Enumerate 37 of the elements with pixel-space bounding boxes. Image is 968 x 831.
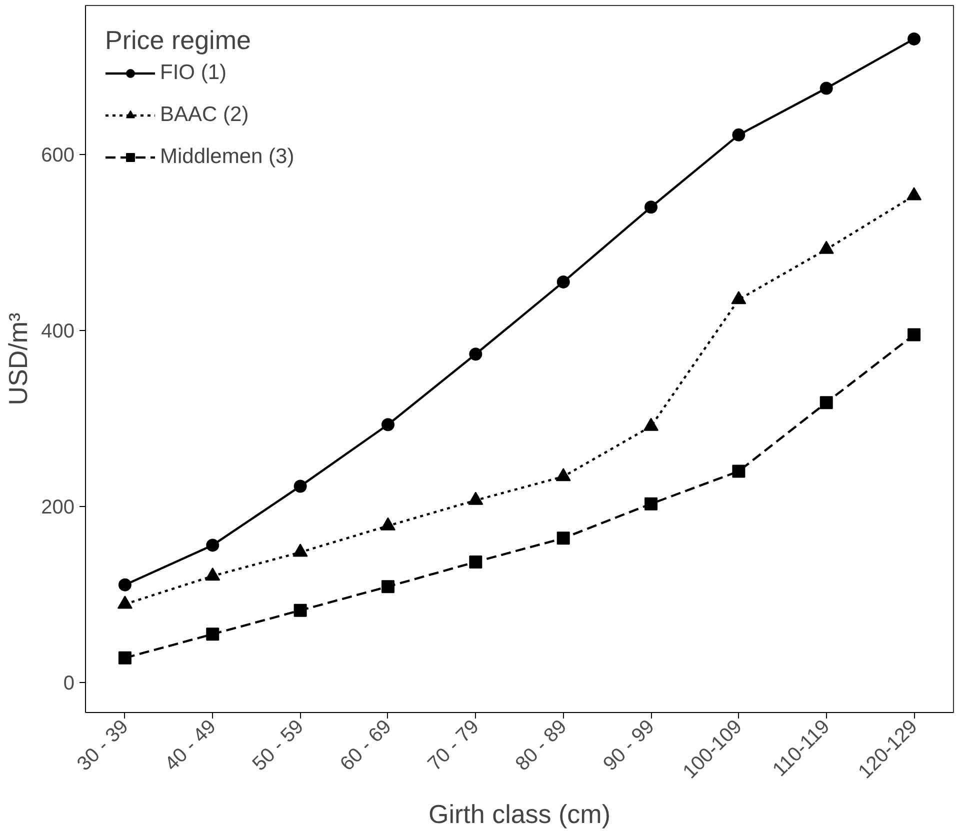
point xyxy=(908,32,921,46)
x-tick-label: 80 - 89 xyxy=(512,716,572,776)
point xyxy=(732,464,746,478)
x-tick-label: 40 - 49 xyxy=(160,716,220,776)
legend-label: BAAC (2) xyxy=(160,103,249,127)
point xyxy=(381,580,394,594)
point xyxy=(644,200,658,214)
point xyxy=(732,128,746,142)
point xyxy=(294,480,307,493)
y-tick-label: 0 xyxy=(63,672,74,695)
point xyxy=(381,418,394,432)
x-tick-label: 50 - 59 xyxy=(248,716,308,776)
x-tick-label: 70 - 79 xyxy=(424,716,484,776)
point xyxy=(469,555,482,568)
legend-label: FIO (1) xyxy=(160,61,226,85)
point xyxy=(820,82,833,95)
y-tick-label: 600 xyxy=(41,144,75,166)
point xyxy=(206,628,220,641)
x-tick-label: 30 - 39 xyxy=(73,716,133,776)
legend-label: Middlemen (3) xyxy=(160,145,294,169)
y-tick-label: 400 xyxy=(41,320,75,342)
point xyxy=(820,396,833,410)
point xyxy=(118,651,132,664)
point xyxy=(118,578,132,592)
point xyxy=(206,538,220,552)
y-tick-label: 200 xyxy=(41,496,75,518)
legend-title: Price regime xyxy=(105,25,252,56)
point xyxy=(556,532,570,545)
x-tick-label: 60 - 69 xyxy=(336,716,396,776)
y-axis-title: USD/m³ xyxy=(3,312,34,406)
point xyxy=(469,348,482,361)
x-tick-label: 90 - 99 xyxy=(599,716,659,776)
point xyxy=(556,275,570,288)
point xyxy=(644,497,658,510)
x-axis-title: Girth class (cm) xyxy=(428,798,610,829)
point xyxy=(294,604,307,617)
point xyxy=(908,328,921,342)
